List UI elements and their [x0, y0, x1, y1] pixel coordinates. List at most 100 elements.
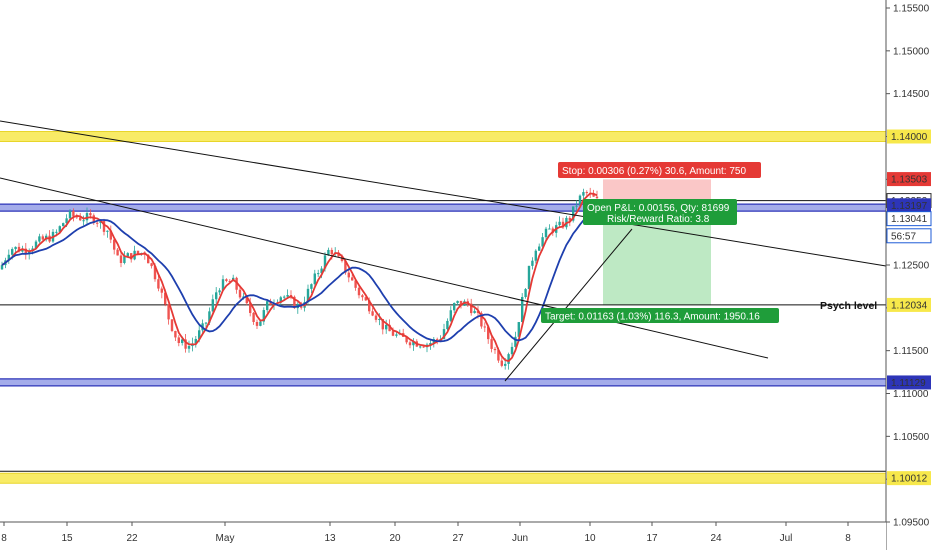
- candle-body: [395, 334, 398, 336]
- candle-body: [170, 319, 174, 331]
- ma-fast-line: [1, 192, 598, 363]
- candle-body: [238, 289, 242, 298]
- candle-body: [578, 195, 582, 206]
- candle: [38, 233, 41, 243]
- candle-body: [153, 266, 157, 280]
- candle-body: [429, 343, 432, 345]
- candle-body: [123, 256, 126, 263]
- candle: [255, 319, 259, 329]
- price-tag-box: [887, 198, 931, 213]
- candle: [351, 274, 354, 281]
- candle: [235, 276, 238, 294]
- candle-body: [524, 289, 527, 298]
- candle: [538, 243, 541, 251]
- target-label-box: [541, 308, 779, 323]
- candle: [82, 215, 85, 226]
- candle: [72, 208, 75, 222]
- candles-layer: [0, 187, 599, 370]
- candle-body: [480, 313, 483, 327]
- candle-body: [517, 322, 520, 337]
- candle-body: [109, 230, 112, 240]
- price-tag-label: 1.13041: [891, 214, 928, 225]
- price-tag-label: 1.13503: [891, 175, 928, 186]
- trendline-upper: [0, 120, 887, 267]
- yellow-level-band: [0, 131, 886, 142]
- candle-body: [126, 253, 129, 257]
- price-tag-box: [886, 228, 932, 244]
- blue-level-band: [0, 378, 886, 386]
- candle-body: [521, 297, 524, 323]
- price-tag-box: [887, 129, 931, 144]
- price-axis-label: 1.10500: [893, 432, 930, 443]
- candle-body: [21, 248, 24, 252]
- candle-body: [245, 296, 248, 304]
- candle-body: [14, 246, 17, 250]
- candle: [534, 249, 537, 264]
- candle: [558, 216, 561, 227]
- candle-body: [446, 320, 449, 330]
- candle-body: [490, 339, 493, 349]
- candle-body: [364, 297, 367, 301]
- candle-body: [436, 339, 439, 341]
- candle-body: [381, 319, 384, 330]
- candle-body: [585, 192, 588, 194]
- time-axis-label: 17: [646, 533, 658, 544]
- open-pl-label: Open P&L: 0.00156, Qty: 81699: [587, 203, 730, 214]
- candle: [354, 279, 357, 291]
- price-tag: 1.13503: [887, 172, 931, 187]
- candle-body: [28, 251, 31, 254]
- price-tag-label: 1.11129: [891, 378, 926, 389]
- blue-level-band: [0, 204, 886, 212]
- time-axis-label: 15: [61, 533, 73, 544]
- candle-body: [174, 330, 177, 338]
- price-tags-layer: 1.140001.135031.132521.131971.1304156:57…: [886, 129, 932, 486]
- yellow-level-band: [0, 473, 886, 484]
- candle-body: [568, 217, 571, 221]
- candle: [449, 306, 452, 323]
- candle: [456, 300, 459, 306]
- candle-body: [204, 322, 208, 324]
- candle-body: [269, 301, 272, 305]
- candle-body: [228, 281, 231, 282]
- candle: [548, 224, 551, 230]
- candle: [177, 335, 180, 347]
- candle: [361, 293, 364, 301]
- candle: [575, 200, 578, 213]
- candle: [62, 222, 65, 227]
- candle: [133, 245, 136, 261]
- candle-body: [24, 248, 27, 254]
- candle-body: [476, 310, 480, 314]
- candle: [211, 294, 214, 315]
- candle-body: [544, 228, 548, 238]
- time-axis-label: 22: [126, 533, 138, 544]
- candle-body: [500, 360, 503, 366]
- candle-body: [378, 319, 381, 321]
- levels-layer: [0, 131, 886, 484]
- candle-body: [371, 311, 374, 316]
- time-axis-label: 8: [845, 533, 851, 544]
- candle-body: [527, 265, 531, 290]
- candle-body: [368, 300, 371, 312]
- candle-body: [218, 290, 221, 293]
- candle-body: [85, 213, 89, 221]
- candle-body: [79, 217, 82, 221]
- candle-body: [459, 300, 463, 306]
- candle-body: [17, 246, 21, 252]
- candle-body: [113, 239, 116, 250]
- price-tag: 1.13041: [886, 211, 932, 227]
- candle-body: [504, 363, 507, 366]
- candle-body: [208, 311, 211, 323]
- candle: [215, 287, 218, 304]
- candle-body: [354, 280, 357, 288]
- candle-body: [68, 211, 72, 219]
- price-tag-box: [887, 172, 931, 187]
- candle-body: [412, 341, 415, 346]
- candle-body: [347, 272, 350, 278]
- candle-body: [99, 220, 102, 223]
- candle-body: [184, 339, 187, 349]
- candle: [446, 318, 449, 331]
- candle: [371, 307, 374, 317]
- candle-body: [286, 295, 289, 297]
- candle-body: [82, 220, 85, 222]
